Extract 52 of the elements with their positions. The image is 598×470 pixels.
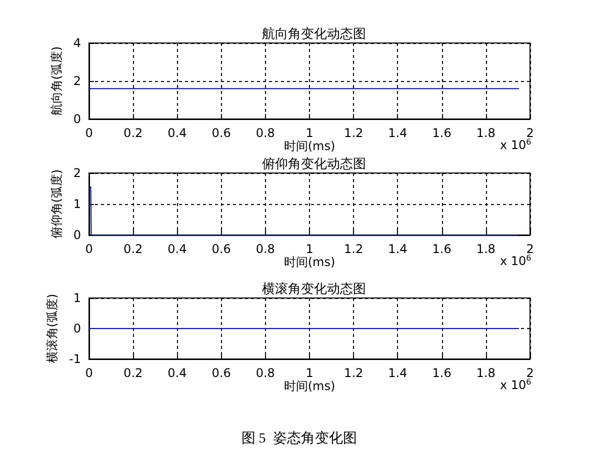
y-tick-label: -1 (69, 352, 81, 366)
x-tick-label: 2 (526, 366, 534, 380)
x-tick-label: 2 (526, 242, 534, 256)
x-tick-label: 1.8 (476, 366, 496, 380)
x-tick-label: 0.4 (168, 126, 187, 140)
chart-title: 航向角变化动态图 (262, 27, 366, 42)
x-tick-label: 0 (85, 126, 93, 140)
chart-title: 俯仰角变化动态图 (262, 157, 366, 172)
y-axis-title: 航向角(弧度) (49, 46, 64, 116)
x-tick-label: 1.6 (432, 126, 452, 140)
x-tick-label: 0.2 (124, 366, 143, 380)
x-tick-label: 0.2 (124, 126, 143, 140)
x-tick-label: 0.4 (168, 366, 187, 380)
x-tick-label: 0.2 (124, 242, 143, 256)
x-tick-label: 1.4 (388, 366, 408, 380)
x-tick-label: 1.4 (388, 126, 408, 140)
x-tick-label: 1.8 (476, 242, 496, 256)
x-tick-label: 1.6 (432, 242, 452, 256)
x-tick-label: 1.4 (388, 242, 408, 256)
x-tick-label: 0 (85, 242, 93, 256)
x-axis-title: 时间(ms) (284, 378, 336, 393)
x-tick-label: 0.6 (212, 366, 231, 380)
x-tick-label: 1.2 (344, 366, 364, 380)
x-tick-label: 1 (306, 126, 314, 140)
x-tick-label: 1 (306, 242, 314, 256)
y-tick-label: 1 (73, 197, 81, 211)
caption: 图 5 姿态角变化图 (241, 430, 357, 446)
y-tick-label: 0 (73, 228, 81, 242)
y-axis-title: 俯仰角(弧度) (49, 169, 64, 239)
x-tick-label: 0.8 (256, 366, 275, 380)
x-tick-label: 0 (85, 366, 93, 380)
y-tick-label: 0 (73, 322, 81, 336)
y-tick-label: 0 (73, 112, 81, 126)
y-tick-label: 1 (73, 291, 81, 305)
x-tick-label: 0.4 (168, 242, 187, 256)
chart-title: 横滚角变化动态图 (262, 282, 366, 297)
x-tick-label: 1 (306, 366, 314, 380)
x-tick-label: 1.8 (476, 126, 496, 140)
y-axis-title: 横滚角(弧度) (45, 294, 60, 364)
y-tick-label: 2 (73, 74, 81, 88)
y-tick-label: 4 (73, 36, 81, 50)
y-tick-label: 2 (73, 166, 81, 180)
x-tick-label: 1.2 (344, 126, 364, 140)
x-tick-label: 1.6 (432, 366, 452, 380)
x-tick-label: 1.2 (344, 242, 364, 256)
x-tick-label: 2 (526, 126, 534, 140)
x-tick-label: 0.6 (212, 126, 231, 140)
x-axis-title: 时间(ms) (284, 138, 336, 153)
x-axis-title: 时间(ms) (284, 254, 336, 269)
x-tick-label: 0.8 (256, 126, 275, 140)
x-tick-label: 0.8 (256, 242, 275, 256)
x-tick-label: 0.6 (212, 242, 231, 256)
